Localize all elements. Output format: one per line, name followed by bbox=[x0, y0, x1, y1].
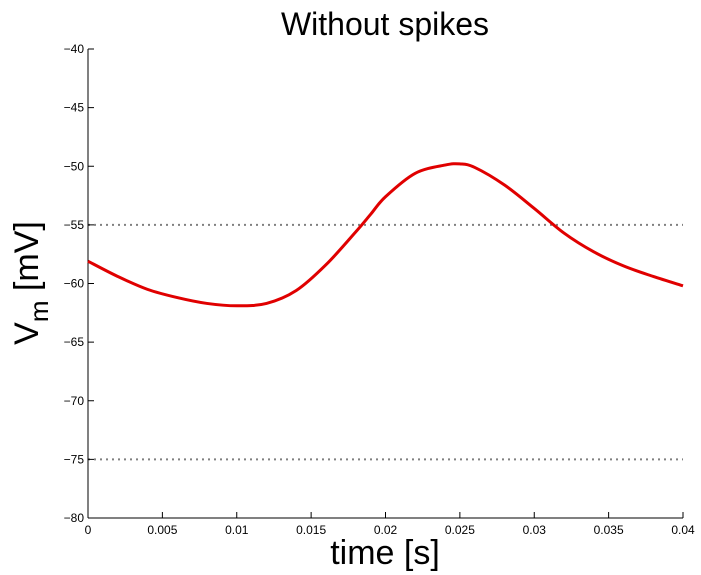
y-axis-label-unit: [mV] bbox=[8, 221, 46, 300]
x-axis-label: time [s] bbox=[330, 534, 440, 572]
x-tick-label: 0.025 bbox=[445, 523, 475, 537]
chart-title: Without spikes bbox=[281, 6, 489, 42]
y-tick-label: −55 bbox=[64, 218, 85, 232]
y-axis-label: Vm [mV] bbox=[8, 221, 54, 345]
y-tick-label: −60 bbox=[64, 277, 85, 291]
y-tick-label: −80 bbox=[64, 511, 85, 525]
y-tick-label: −50 bbox=[64, 159, 85, 173]
x-tick-label: 0.02 bbox=[374, 523, 398, 537]
y-axis-label-subscript: m bbox=[24, 300, 54, 322]
y-tick-label: −70 bbox=[64, 394, 85, 408]
x-tick-label: 0.015 bbox=[296, 523, 326, 537]
x-tick-label: 0.01 bbox=[225, 523, 249, 537]
x-tick-label: 0.04 bbox=[671, 523, 695, 537]
x-tick-label: 0.03 bbox=[523, 523, 547, 537]
y-axis-label-base: V bbox=[8, 322, 46, 345]
plot-area: 0 0.005 0.01 0.015 0.02 0.025 0.03 0.035 0.04 −80… bbox=[64, 42, 695, 537]
x-tick-label: 0.035 bbox=[594, 523, 624, 537]
series-line-0 bbox=[87, 162, 684, 308]
y-tick-label: −45 bbox=[64, 101, 85, 115]
y-tick-label: −40 bbox=[64, 42, 85, 56]
x-tick-label: 0 bbox=[85, 523, 92, 537]
x-tick-label: 0.005 bbox=[147, 523, 177, 537]
y-tick-label: −65 bbox=[64, 335, 85, 349]
y-tick-label: −75 bbox=[64, 452, 85, 466]
